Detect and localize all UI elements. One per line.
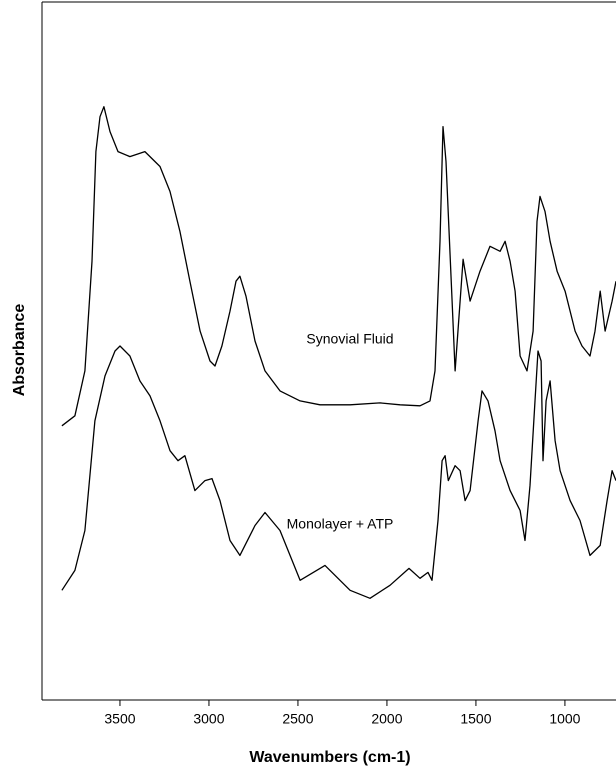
x-tick-label: 1000 [549, 711, 580, 727]
x-tick-label: 2500 [282, 711, 313, 727]
annotation: Monolayer + ATP [287, 516, 394, 532]
x-tick-label: 3000 [193, 711, 224, 727]
y-axis-title: Absorbance [11, 304, 28, 397]
x-tick-label: 2000 [371, 711, 402, 727]
spectrum-line [61, 345, 616, 599]
x-tick-label: 1500 [460, 711, 491, 727]
annotation: Synovial Fluid [306, 331, 393, 347]
spectrum-line [61, 106, 616, 427]
x-tick-label: 3500 [104, 711, 135, 727]
x-axis-title: Wavenumbers (cm-1) [249, 749, 410, 766]
